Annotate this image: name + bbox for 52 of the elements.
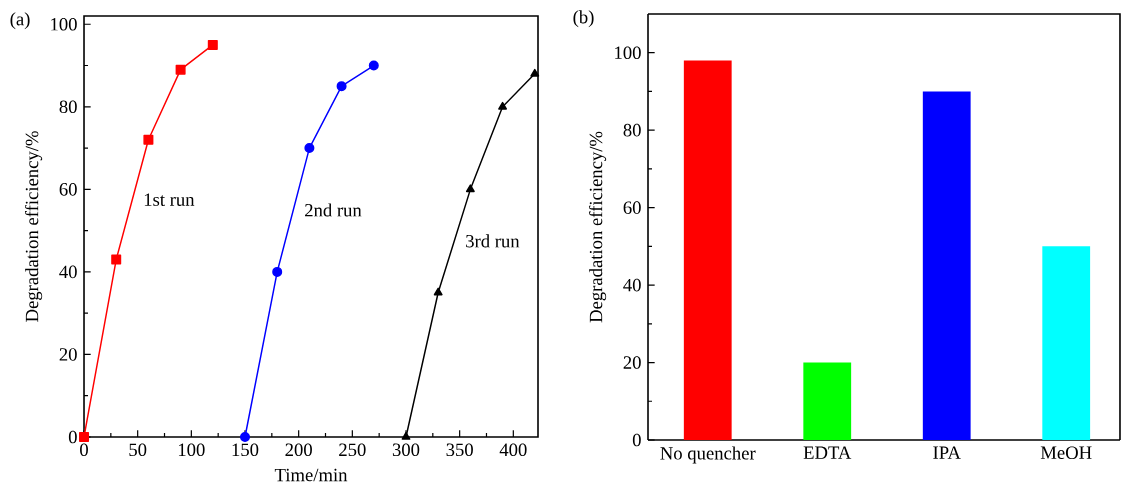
x-tick-label: 300 [392, 443, 420, 457]
x-tick-label: No quencher [660, 446, 756, 464]
point [304, 143, 315, 154]
x-tick-label: EDTA [803, 446, 852, 459]
y-tick-label: 80 [59, 100, 77, 114]
y-tick-label: 20 [59, 348, 77, 361]
x-tick-label: IPA [933, 446, 961, 459]
x-tick-label: 0 [80, 443, 88, 457]
y-tick-label: 80 [623, 123, 641, 137]
point [79, 431, 90, 442]
series-label: 3rd run [466, 234, 520, 248]
point [143, 134, 154, 145]
x-tick-label: 350 [446, 443, 473, 457]
y-axis-title: Degradation efficiency/% [588, 131, 607, 323]
point [465, 184, 475, 193]
point [207, 39, 218, 50]
point [498, 101, 508, 110]
y-tick-label: 100 [51, 17, 77, 31]
x-tick-label: 100 [178, 443, 205, 457]
point [272, 266, 283, 277]
series-label: 2nd run [305, 203, 362, 217]
chart-title: (a) [10, 12, 30, 30]
chart-title: (b) [573, 10, 594, 28]
point [111, 254, 122, 265]
point [336, 81, 347, 92]
x-tick-label: 400 [499, 443, 527, 457]
y-tick-label: 100 [615, 46, 641, 60]
point [433, 287, 443, 296]
bar [803, 362, 852, 440]
point [401, 431, 411, 440]
bar [1042, 246, 1091, 440]
y-tick-label: 0 [632, 433, 641, 447]
point [368, 60, 379, 71]
y-tick-label: 60 [623, 201, 641, 214]
y-tick-label: 60 [59, 183, 77, 196]
x-tick-label: 250 [339, 443, 366, 457]
y-axis-title: Degradation efficiency/% [24, 131, 43, 322]
point [239, 431, 251, 442]
y-tick-label: 40 [59, 265, 77, 279]
point [175, 64, 186, 75]
bar [922, 91, 971, 440]
x-tick-label: MeOH [1040, 446, 1092, 460]
y-tick-label: 0 [68, 430, 77, 444]
point [530, 68, 540, 77]
y-tick-label: 20 [623, 356, 641, 369]
x-axis-title: Time/min [274, 468, 348, 482]
x-tick-label: 200 [285, 443, 312, 457]
x-tick-label: 150 [232, 443, 259, 457]
series-label: 1st run [144, 193, 195, 206]
x-tick-label: 50 [129, 443, 147, 457]
y-tick-label: 40 [623, 278, 641, 292]
bar [683, 60, 732, 440]
